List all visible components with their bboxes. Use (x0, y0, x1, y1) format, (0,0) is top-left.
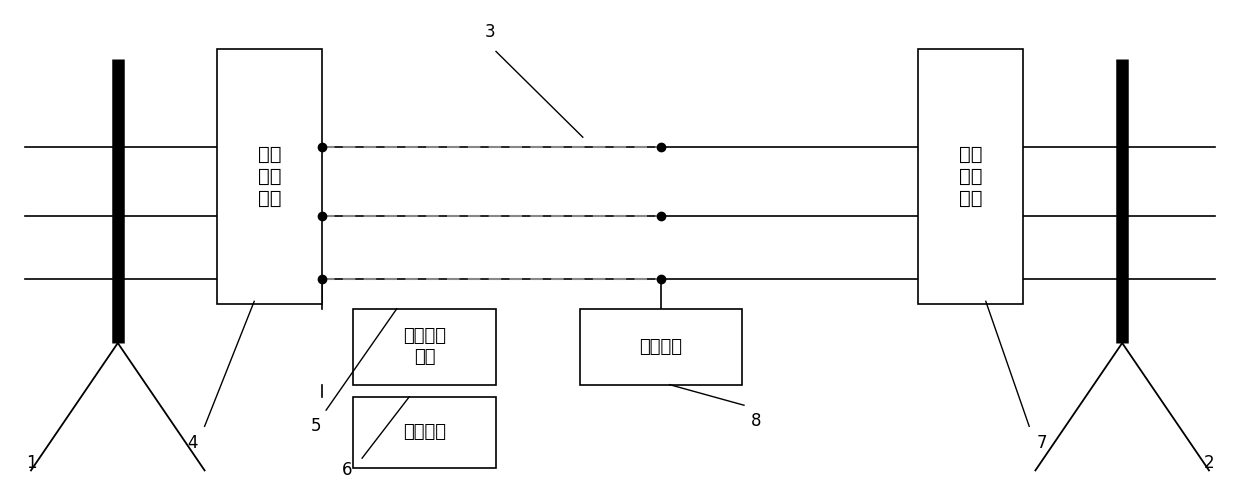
Text: 4: 4 (187, 435, 197, 452)
Text: 第二
隔离
部件: 第二 隔离 部件 (959, 145, 982, 208)
Text: 1: 1 (26, 454, 36, 472)
Text: 2: 2 (1204, 454, 1214, 472)
Bar (580, 309, 742, 385)
Bar (217, 49, 322, 304)
Text: 融冰隔离
部件: 融冰隔离 部件 (403, 327, 446, 366)
Bar (918, 49, 1023, 304)
Text: 融冰装置: 融冰装置 (403, 423, 446, 441)
Bar (353, 309, 496, 385)
Text: 8: 8 (751, 413, 761, 430)
Text: 3: 3 (485, 23, 495, 41)
Text: 7: 7 (1037, 435, 1047, 452)
Text: 6: 6 (342, 462, 352, 479)
Text: 第一
隔离
部件: 第一 隔离 部件 (258, 145, 281, 208)
Text: 5: 5 (311, 417, 321, 435)
Bar (353, 397, 496, 468)
Text: 短路部件: 短路部件 (640, 338, 682, 356)
